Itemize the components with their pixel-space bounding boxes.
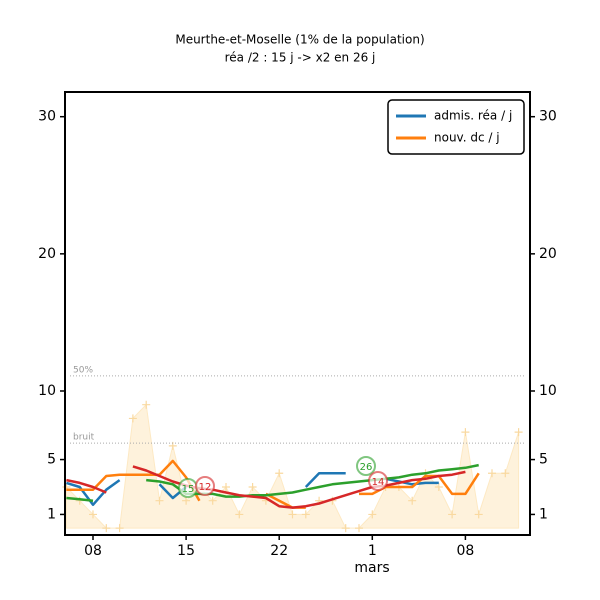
- y2-tick-label: 30: [539, 109, 557, 125]
- chart-subtitle: réa /2 : 15 j -> x2 en 26 j: [225, 51, 376, 65]
- noise-area: [65, 403, 520, 529]
- noise-marker: [514, 428, 523, 437]
- noise-marker: [155, 496, 164, 505]
- legend-box: [387, 99, 525, 155]
- x-axis-label: mars: [354, 560, 389, 576]
- y-tick-label: 30: [38, 109, 56, 125]
- noise-marker: [461, 428, 470, 437]
- reference-label: bruit: [73, 433, 95, 443]
- annotation-label: 12: [199, 482, 212, 493]
- legend: admis. réa / j nouv. dc / j: [387, 99, 525, 155]
- y-tick-label: 10: [38, 383, 56, 399]
- noise-marker: [102, 524, 111, 533]
- noise-marker: [182, 496, 191, 505]
- x-tick-label: 08: [456, 543, 474, 559]
- noise-marker: [501, 469, 510, 478]
- noise-marker: [301, 510, 310, 519]
- annotation-circle: [195, 476, 215, 496]
- legend-label: nouv. dc / j: [434, 131, 500, 145]
- noise-marker: [222, 482, 230, 491]
- noise-marker: [408, 496, 417, 505]
- noise-marker: [341, 524, 350, 533]
- noise-marker: [434, 482, 443, 491]
- noise-marker: [89, 510, 97, 519]
- series-line: [66, 472, 439, 507]
- annotation-label: 14: [372, 477, 385, 488]
- noise-marker: [248, 482, 257, 491]
- noise-marker: [288, 510, 297, 519]
- noise-marker: [448, 510, 457, 519]
- noise-marker: [235, 510, 244, 519]
- y2-tick-label: 10: [539, 383, 557, 399]
- annotation-circle: [356, 456, 376, 476]
- noise-marker: [208, 496, 217, 505]
- annotation-label: 26: [360, 462, 373, 473]
- x-tick-label: 08: [84, 543, 102, 559]
- y-tick-label: 5: [47, 452, 56, 468]
- x-tick-label: 22: [270, 543, 288, 559]
- plot-frame: [64, 91, 531, 536]
- y2-tick-label: 5: [539, 452, 548, 468]
- noise-marker: [128, 414, 137, 423]
- noise-marker: [355, 524, 363, 533]
- x-tick-label: 1: [368, 543, 377, 559]
- reference-label: 50%: [73, 365, 93, 375]
- y2-tick-label: 20: [539, 246, 557, 262]
- annotation-label: 15: [182, 484, 195, 495]
- noise-marker: [142, 400, 151, 409]
- y-tick-label: 20: [38, 246, 56, 262]
- y2-tick-label: 1: [539, 506, 548, 522]
- noise-marker: [368, 510, 377, 519]
- noise-marker: [474, 510, 483, 519]
- y-tick-label: 1: [47, 506, 56, 522]
- legend-label: admis. réa / j: [434, 109, 512, 123]
- noise-marker: [488, 469, 496, 478]
- annotation-circle: [368, 471, 388, 491]
- noise-marker: [115, 524, 124, 533]
- noise-marker: [275, 469, 284, 478]
- x-tick-label: 15: [177, 543, 195, 559]
- chart-title: Meurthe-et-Moselle (1% de la population): [175, 33, 424, 47]
